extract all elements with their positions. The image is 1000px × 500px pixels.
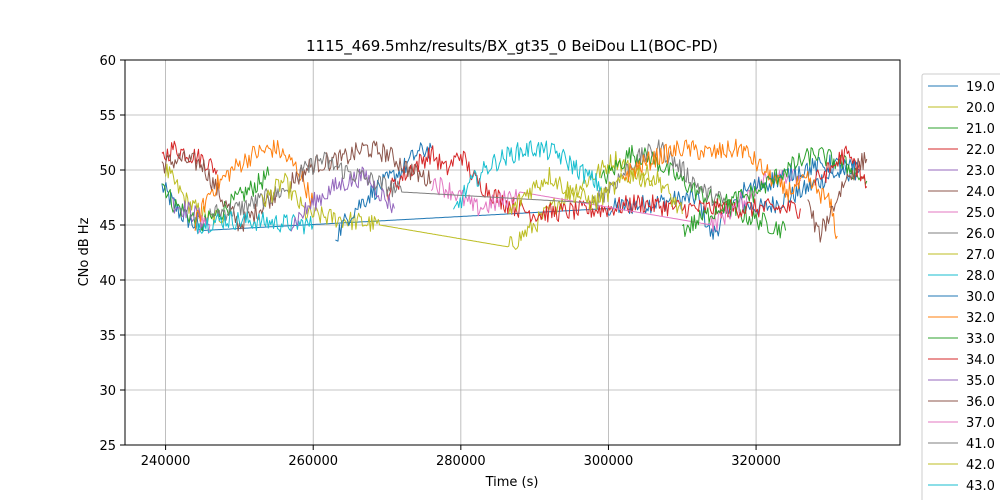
- legend: 19.0 20.0 21.0 22.0 23.0 24.0 25.0 26.0 27.0 28.0…: [921, 73, 1000, 500]
- series-line-42.0: [508, 164, 683, 215]
- series-line-32.0: [194, 139, 314, 231]
- y-tick-label: 25: [99, 439, 116, 454]
- y-tick-label: 30: [99, 384, 116, 399]
- legend-label: 34.0: [966, 353, 995, 368]
- x-tick-label: 280000: [436, 454, 486, 469]
- series-line-45.0: [622, 138, 838, 240]
- y-axis: 25 30 35 40 45 50 55 60: [99, 54, 125, 454]
- legend-label: 23.0: [966, 164, 995, 179]
- x-tick-label: 240000: [141, 454, 191, 469]
- x-tick-label: 260000: [288, 454, 338, 469]
- series-line-28.0: [194, 211, 314, 235]
- series-line-21.0: [161, 166, 270, 232]
- x-tick-label: 320000: [731, 454, 781, 469]
- legend-label: 24.0: [966, 185, 995, 200]
- legend-label: 20.0: [966, 101, 995, 116]
- legend-label: 19.0: [966, 80, 995, 95]
- y-axis-label: CNo dB Hz: [77, 217, 92, 286]
- y-tick-label: 45: [99, 219, 116, 234]
- legend-label: 37.0: [966, 416, 995, 431]
- legend-label: 21.0: [966, 122, 995, 137]
- legend-label: 26.0: [966, 227, 995, 242]
- y-tick-label: 50: [99, 164, 116, 179]
- legend-label: 35.0: [966, 374, 995, 389]
- plot-frame: [124, 59, 901, 446]
- legend-label: 36.0: [966, 395, 995, 410]
- series-line-22.0: [161, 140, 218, 175]
- series-line-26.0: [209, 185, 292, 221]
- legend-label: 33.0: [966, 332, 995, 347]
- series-line-27.0: [261, 151, 654, 250]
- x-axis-label: Time (s): [485, 475, 539, 490]
- legend-label: 25.0: [966, 206, 995, 221]
- series-layer: [161, 138, 868, 250]
- legend-label: 22.0: [966, 143, 995, 158]
- y-tick-label: 60: [99, 54, 116, 69]
- x-tick-label: 300000: [584, 454, 634, 469]
- series-line-43.0: [453, 140, 602, 210]
- legend-label: 27.0: [966, 248, 995, 263]
- legend-label: 28.0: [966, 269, 995, 284]
- y-tick-label: 40: [99, 274, 116, 289]
- legend-label: 43.0: [966, 479, 995, 494]
- series-line-30.0: [335, 142, 432, 242]
- y-tick-label: 35: [99, 329, 116, 344]
- legend-label: 41.0: [966, 437, 995, 452]
- legend-label: 32.0: [966, 311, 995, 326]
- legend-label: 42.0: [966, 458, 995, 473]
- series-line-37.0: [430, 168, 801, 232]
- series-line-44.0: [740, 154, 860, 199]
- chart-title: 1115_469.5mhz/results/BX_gt35_0 BeiDou L…: [306, 37, 718, 56]
- legend-box: [921, 73, 1000, 500]
- legend-label: 30.0: [966, 290, 995, 305]
- series-line-35.0: [290, 166, 395, 232]
- series-line-48.0: [807, 152, 868, 243]
- series-line-20.0: [165, 163, 226, 225]
- series-line-33.0: [600, 144, 787, 239]
- x-axis: 240000 260000 280000 300000 320000: [141, 445, 781, 469]
- series-line-47.0: [814, 145, 868, 189]
- y-tick-label: 55: [99, 109, 116, 124]
